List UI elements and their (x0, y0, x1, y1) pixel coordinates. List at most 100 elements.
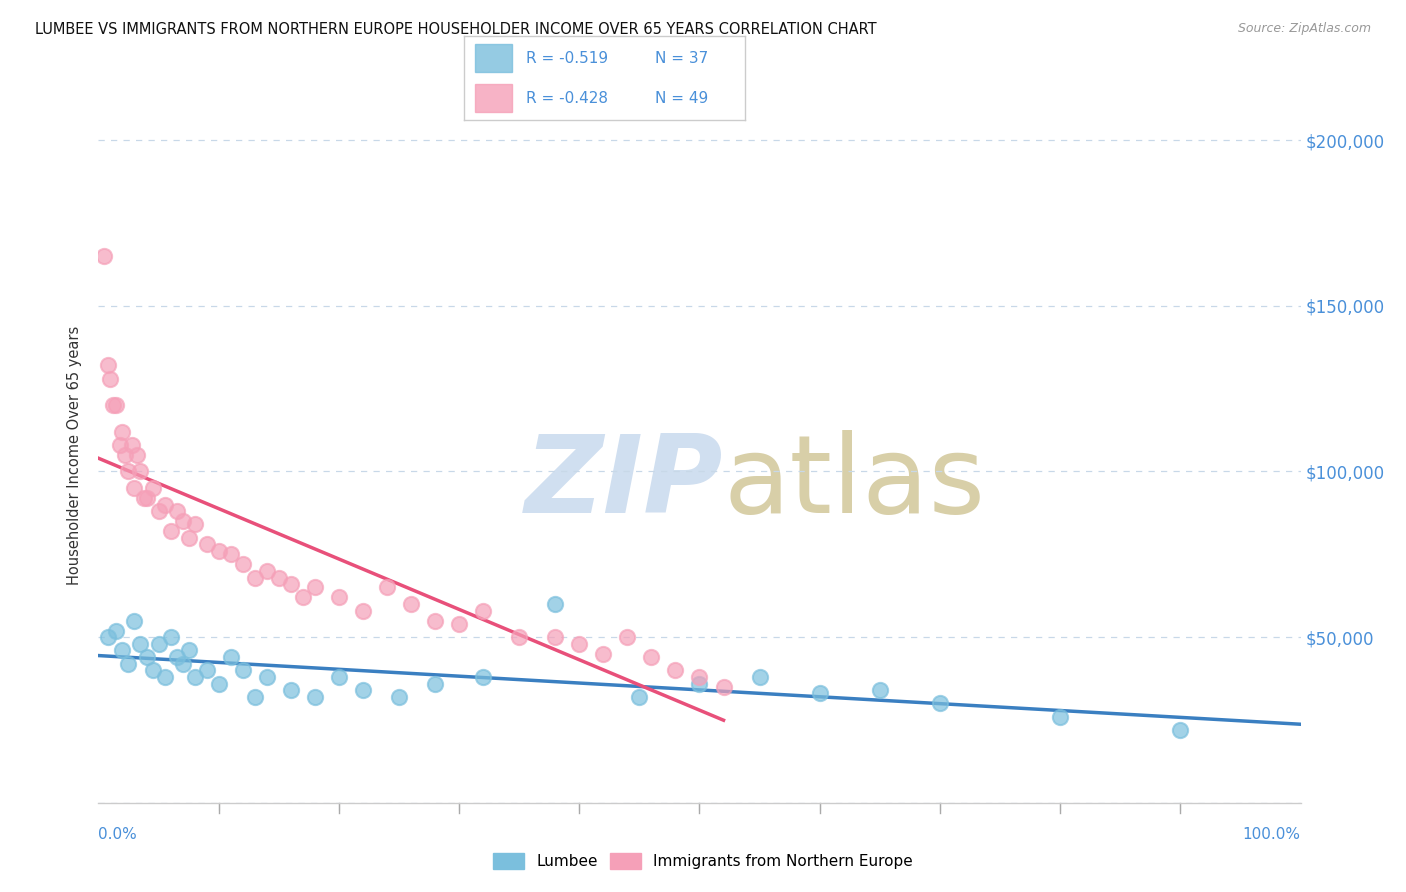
Point (689, 676, 711, 690)
Point (166, 504, 188, 518)
Point (472, 670, 495, 684)
Point (111, 425, 134, 439)
Point (195, 537, 218, 551)
Point (748, 670, 770, 684)
Point (1049, 709, 1071, 723)
Point (124, 481, 146, 495)
Point (111, 643, 134, 657)
Point (447, 616, 470, 631)
Point (256, 564, 278, 578)
Point (101, 398, 124, 412)
Point (97, 630, 120, 644)
Point (304, 581, 326, 595)
Point (243, 570, 266, 584)
FancyBboxPatch shape (475, 45, 512, 72)
Point (97, 359, 120, 373)
Point (508, 630, 530, 644)
Point (352, 604, 374, 618)
Point (148, 637, 170, 651)
Point (108, 438, 131, 452)
Point (135, 491, 157, 505)
Point (616, 630, 638, 644)
Point (141, 481, 163, 495)
Point (125, 448, 148, 462)
Point (117, 465, 139, 479)
Text: N = 37: N = 37 (655, 51, 709, 66)
Point (105, 624, 128, 638)
Point (304, 690, 326, 704)
Point (183, 517, 205, 532)
Text: ZIP: ZIP (526, 430, 724, 536)
Point (592, 647, 614, 661)
Point (105, 398, 128, 412)
Point (177, 531, 200, 545)
Text: 100.0%: 100.0% (1243, 827, 1301, 841)
Point (280, 577, 302, 591)
Point (869, 683, 891, 698)
Text: Source: ZipAtlas.com: Source: ZipAtlas.com (1237, 22, 1371, 36)
Point (375, 581, 398, 595)
Point (93, 249, 115, 263)
Point (328, 591, 350, 605)
Point (808, 686, 831, 700)
Point (713, 680, 735, 694)
Point (544, 630, 567, 644)
Point (328, 670, 350, 684)
Point (388, 690, 411, 704)
Point (628, 690, 651, 704)
Point (129, 465, 152, 479)
Point (1170, 723, 1192, 737)
Point (166, 650, 188, 665)
Point (664, 663, 686, 677)
Point (232, 663, 254, 677)
Text: LUMBEE VS IMMIGRANTS FROM NORTHERN EUROPE HOUSEHOLDER INCOME OVER 65 YEARS CORRE: LUMBEE VS IMMIGRANTS FROM NORTHERN EUROP… (35, 22, 877, 37)
Point (219, 547, 242, 561)
Point (544, 597, 567, 611)
Point (219, 650, 242, 665)
Point (129, 637, 152, 651)
Point (159, 524, 181, 538)
Point (689, 670, 711, 684)
Text: atlas: atlas (724, 430, 986, 536)
Point (291, 591, 314, 605)
Y-axis label: Householder Income Over 65 years: Householder Income Over 65 years (67, 326, 83, 584)
Point (568, 637, 591, 651)
Point (423, 614, 446, 628)
Point (208, 544, 231, 558)
Point (177, 643, 200, 657)
Point (114, 448, 136, 462)
Text: R = -0.428: R = -0.428 (526, 91, 607, 106)
Text: R = -0.519: R = -0.519 (526, 51, 607, 66)
Point (256, 670, 278, 684)
Point (172, 657, 194, 671)
Point (243, 690, 266, 704)
Point (423, 676, 446, 690)
FancyBboxPatch shape (475, 84, 512, 112)
Point (183, 670, 205, 684)
Point (195, 663, 218, 677)
Point (148, 504, 170, 518)
Point (117, 657, 139, 671)
Legend: Lumbee, Immigrants from Northern Europe: Lumbee, Immigrants from Northern Europe (488, 847, 918, 875)
Point (121, 438, 143, 452)
Point (135, 650, 157, 665)
Point (232, 558, 254, 572)
Point (352, 683, 374, 698)
Point (153, 498, 176, 512)
Point (141, 663, 163, 677)
Point (472, 604, 495, 618)
Point (928, 697, 950, 711)
Point (132, 491, 155, 505)
Point (399, 597, 422, 611)
Point (640, 650, 662, 665)
Point (153, 670, 176, 684)
Point (267, 570, 290, 584)
Point (172, 514, 194, 528)
Point (100, 372, 122, 386)
Point (280, 683, 302, 698)
Point (124, 614, 146, 628)
Text: 0.0%: 0.0% (98, 827, 138, 841)
Text: N = 49: N = 49 (655, 91, 709, 106)
Point (208, 676, 231, 690)
Point (159, 630, 181, 644)
